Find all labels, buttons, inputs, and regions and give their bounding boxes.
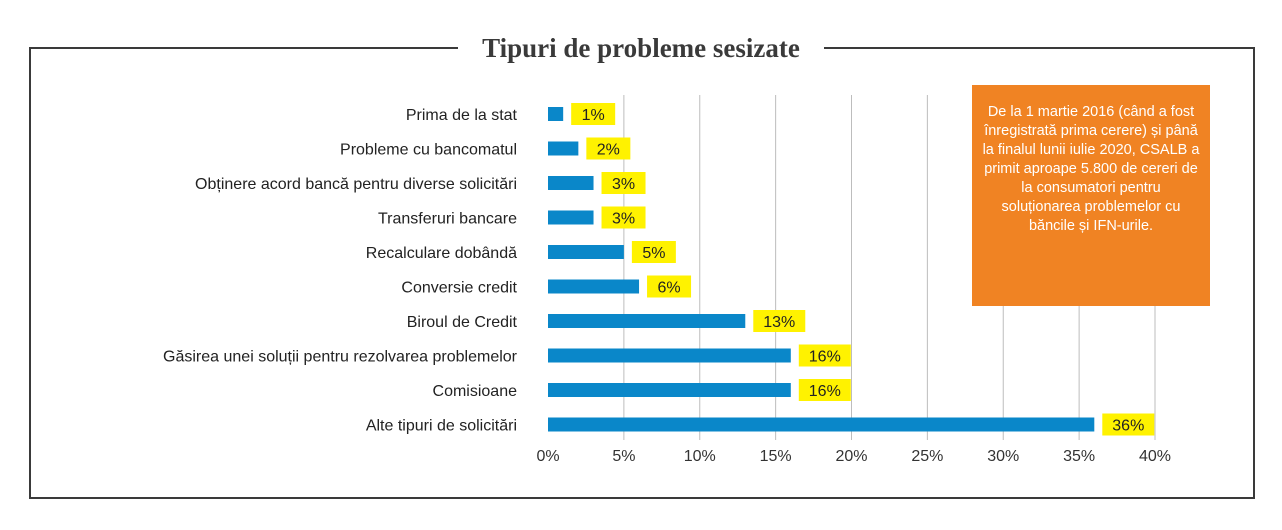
bar [548, 383, 791, 397]
bar [548, 141, 579, 156]
bar [548, 348, 791, 363]
info-note: De la 1 martie 2016 (când a fost înregis… [972, 85, 1210, 306]
data-label: 1% [582, 107, 605, 124]
category-label: Probleme cu bancomatul [340, 142, 517, 159]
data-label: 3% [612, 176, 635, 193]
category-label: Alte tipuri de solicitări [366, 418, 517, 435]
bar [548, 417, 1095, 432]
category-label: Obținere acord bancă pentru diverse soli… [195, 176, 517, 193]
x-tick-label: 30% [987, 448, 1019, 465]
category-label: Recalculare dobândă [366, 245, 517, 262]
category-label: Transferuri bancare [378, 211, 517, 228]
category-label: Conversie credit [401, 280, 517, 297]
data-label-bg [601, 172, 646, 194]
data-label-bg [631, 241, 676, 263]
category-label: Comisioane [433, 383, 518, 400]
bar [548, 210, 594, 225]
data-label-bg [601, 206, 646, 229]
data-label: 16% [809, 383, 841, 400]
category-label: Găsirea unei soluții pentru rezolvarea p… [163, 349, 518, 366]
title-wrap: Tipuri de probleme sesizate [0, 30, 1282, 66]
x-tick-label: 5% [612, 448, 635, 465]
data-label-bg [798, 344, 851, 367]
data-label-bg [586, 137, 631, 160]
x-tick-label: 20% [835, 448, 867, 465]
data-label: 16% [809, 349, 841, 366]
x-tick-label: 15% [760, 448, 792, 465]
data-label: 36% [1112, 418, 1144, 435]
x-tick-label: 0% [536, 448, 559, 465]
data-label-bg [798, 379, 851, 401]
data-label: 5% [642, 245, 665, 262]
chart-title: Tipuri de probleme sesizate [458, 30, 824, 66]
bar [548, 314, 746, 328]
bar [548, 279, 640, 294]
data-label: 13% [763, 314, 795, 331]
data-label-bg [1102, 413, 1155, 436]
x-tick-label: 35% [1063, 448, 1095, 465]
category-label: Prima de la stat [406, 107, 518, 124]
data-label: 2% [597, 142, 620, 159]
category-label: Biroul de Credit [407, 314, 518, 331]
data-label: 3% [612, 211, 635, 228]
x-tick-label: 25% [911, 448, 943, 465]
bar [548, 245, 624, 259]
x-tick-label: 10% [684, 448, 716, 465]
data-label-bg [571, 103, 616, 125]
data-label-bg [753, 310, 806, 332]
data-label: 6% [657, 280, 680, 297]
bar [548, 176, 594, 190]
x-tick-label: 40% [1139, 448, 1171, 465]
bar [548, 107, 564, 121]
data-label-bg [647, 275, 692, 298]
